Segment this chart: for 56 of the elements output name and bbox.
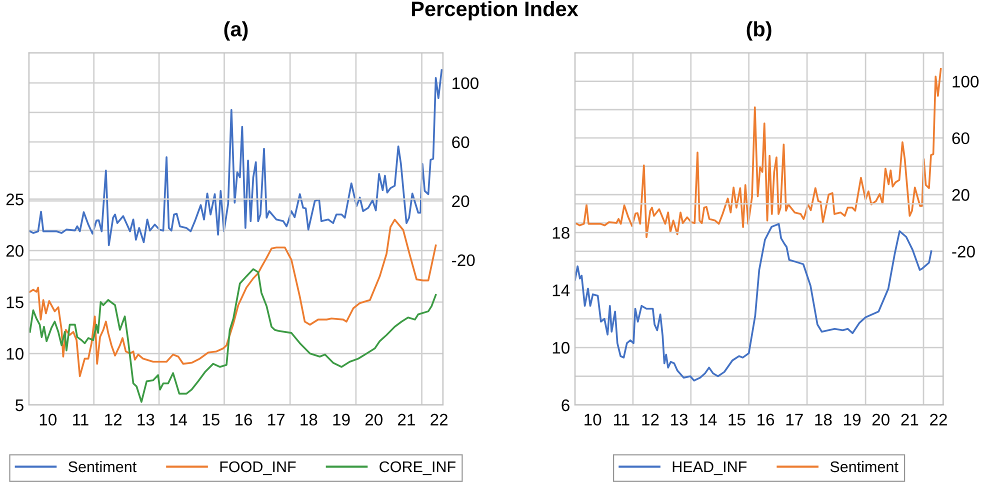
- x-tick-label: 17: [786, 414, 803, 426]
- y2-tick-label: 100: [952, 76, 979, 88]
- x-tick-label: 13: [138, 414, 154, 426]
- x-tick-label: 19: [844, 414, 860, 426]
- x-tick-label: 18: [815, 414, 832, 426]
- y-tick-label: 18: [552, 226, 570, 239]
- legend-label: CORE_INF: [380, 461, 456, 476]
- x-tick-label: 13: [671, 414, 688, 426]
- x-tick-label: 15: [202, 414, 220, 426]
- y-tick-label: 10: [6, 348, 24, 360]
- y2-tick-label: 60: [452, 136, 470, 148]
- legend-label: FOOD_INF: [220, 461, 296, 476]
- x-tick-label: 14: [170, 414, 188, 426]
- y2-tick-label: -20: [952, 246, 975, 258]
- legend-label: HEAD_INF: [672, 462, 747, 476]
- x-tick-label: 19: [333, 414, 350, 426]
- x-tick-label: 14: [700, 414, 717, 426]
- y-tick-label: 20: [6, 244, 24, 257]
- line-series: [29, 218, 437, 378]
- x-tick-label: 22: [430, 414, 448, 426]
- text: Perception Index: [412, 0, 578, 20]
- y2-tick-label: 20: [452, 195, 470, 208]
- x-tick-label: 12: [105, 414, 122, 426]
- legend-label: Sentiment: [68, 460, 136, 472]
- x-tick-label: 16: [235, 414, 252, 426]
- y2-tick-label: -20: [452, 254, 475, 266]
- line-series: [29, 268, 437, 403]
- y-tick-label: 14: [552, 284, 570, 296]
- legend-label: Sentiment: [830, 460, 898, 472]
- x-tick-label: 10: [584, 414, 602, 426]
- x-tick-label: 21: [398, 414, 415, 426]
- x-tick-label: 18: [300, 414, 318, 426]
- x-tick-label: 10: [40, 414, 57, 426]
- y-tick-label: 6: [562, 399, 570, 412]
- line-series: [29, 69, 443, 246]
- x-tick-label: 15: [728, 414, 746, 426]
- x-tick-label: 16: [758, 414, 774, 426]
- y2-tick-label: 60: [952, 132, 970, 144]
- chart-title: (b): [746, 21, 772, 41]
- x-tick-label: 20: [872, 414, 890, 426]
- y-tick-label: 10: [552, 342, 570, 354]
- x-tick-label: 20: [365, 414, 382, 426]
- y-tick-label: 15: [6, 296, 24, 308]
- chart-title: (a): [224, 21, 248, 41]
- y2-tick-label: 20: [952, 189, 970, 201]
- y2-tick-label: 100: [452, 77, 478, 90]
- x-tick-label: 17: [268, 414, 285, 426]
- y-tick-label: 25: [6, 194, 24, 206]
- y-tick-label: 5: [16, 400, 24, 412]
- line-series: [575, 223, 932, 382]
- x-tick-label: 11: [614, 414, 630, 426]
- x-tick-label: 21: [901, 414, 918, 426]
- x-tick-label: 22: [930, 414, 947, 426]
- x-tick-label: 11: [73, 414, 88, 426]
- line-series: [576, 68, 942, 238]
- x-tick-label: 12: [642, 414, 659, 426]
